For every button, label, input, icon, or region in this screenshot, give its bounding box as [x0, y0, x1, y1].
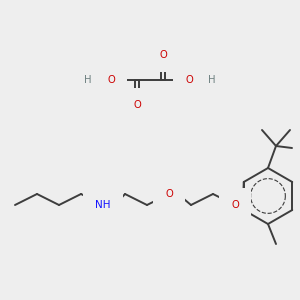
Text: O: O — [133, 100, 141, 110]
Text: O: O — [185, 75, 193, 85]
Text: O: O — [165, 189, 173, 199]
Text: O: O — [231, 200, 239, 210]
Text: H: H — [208, 75, 216, 85]
Text: O: O — [159, 50, 167, 60]
Text: O: O — [107, 75, 115, 85]
Text: H: H — [84, 75, 92, 85]
Text: NH: NH — [95, 200, 111, 210]
